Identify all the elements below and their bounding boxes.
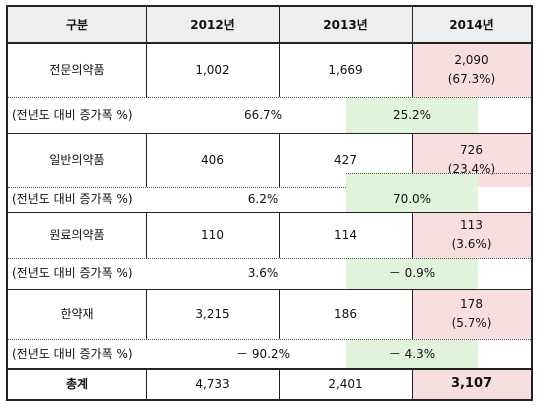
- col-divider: [146, 212, 147, 258]
- value-2014-cell: 2,090 (67.3%): [412, 43, 531, 97]
- row-divider: [8, 97, 531, 98]
- value-2012: 3,215: [195, 306, 230, 321]
- header-2014: 2014년: [412, 7, 531, 43]
- row-divider: [346, 173, 531, 174]
- data-table: 구분 2012년 2013년 2014년 전문의약품 1,002 1,669 2…: [6, 5, 533, 401]
- value-2012: 1,002: [195, 62, 230, 77]
- row-divider: [8, 258, 531, 259]
- total-2012: 4,733: [195, 376, 230, 391]
- growth-2013: 66.7%: [243, 107, 283, 122]
- growth-label: (전년도 대비 증가폭 %): [12, 266, 133, 281]
- total-label: 총계: [65, 376, 89, 391]
- row-divider: [8, 133, 531, 134]
- col-divider: [412, 7, 413, 97]
- value-2014: 2,090: [454, 53, 489, 68]
- col-divider: [279, 369, 280, 399]
- col-divider: [146, 133, 147, 187]
- value-2014-cell: 113 (3.6%): [412, 212, 531, 258]
- share-2014: (5.7%): [451, 316, 492, 330]
- value-2014: 178: [460, 297, 483, 312]
- value-2012: 406: [201, 152, 224, 167]
- col-divider: [146, 7, 147, 97]
- share-2014: (23.4%): [447, 162, 496, 176]
- row-divider: [8, 187, 346, 188]
- col-divider: [146, 289, 147, 339]
- growth-2014: 25.2%: [346, 97, 478, 133]
- col-divider: [279, 7, 280, 97]
- share-2014: (67.3%): [447, 72, 496, 86]
- col-divider: [279, 133, 280, 187]
- value-2013: 114: [334, 227, 357, 242]
- value-2012: 110: [201, 227, 224, 242]
- growth-2014: 70.0%: [346, 173, 478, 212]
- row-label-raw-material: 원료의약품: [49, 227, 105, 242]
- value-2014: 726: [460, 143, 483, 158]
- share-2014: (3.6%): [451, 237, 492, 251]
- row-label-otc: 일반의약품: [49, 152, 105, 167]
- row-label-prescription: 전문의약품: [49, 62, 105, 77]
- value-2013: 1,669: [328, 62, 363, 77]
- value-2014: 113: [460, 218, 483, 233]
- value-2014-cell: 178 (5.7%): [412, 289, 531, 339]
- col-divider: [412, 289, 413, 339]
- total-2013: 2,401: [328, 376, 363, 391]
- growth-2013: 6.2%: [247, 192, 279, 207]
- growth-2013: 3.6%: [247, 266, 279, 281]
- growth-2014: － 4.3%: [346, 339, 478, 369]
- row-label-herbal: 한약재: [60, 306, 94, 321]
- row-divider: [8, 42, 531, 44]
- header-2013: 2013년: [279, 7, 412, 43]
- col-divider: [412, 369, 413, 399]
- col-divider: [412, 212, 413, 258]
- value-2013: 427: [334, 152, 357, 167]
- growth-label: (전년도 대비 증가폭 %): [12, 107, 133, 122]
- col-divider: [412, 133, 413, 173]
- row-divider: [8, 368, 531, 370]
- growth-label: (전년도 대비 증가폭 %): [12, 192, 133, 207]
- total-2014: 3,107: [412, 369, 531, 399]
- header-category: 구분: [8, 7, 146, 43]
- col-divider: [279, 212, 280, 258]
- header-2012: 2012년: [146, 7, 279, 43]
- row-divider: [8, 212, 531, 213]
- value-2013: 186: [334, 306, 357, 321]
- growth-2014: － 0.9%: [346, 258, 478, 289]
- row-divider: [8, 289, 531, 290]
- row-divider: [8, 339, 531, 340]
- col-divider: [279, 289, 280, 339]
- growth-label: (전년도 대비 증가폭 %): [12, 346, 133, 361]
- growth-2013: － 90.2%: [236, 346, 290, 361]
- col-divider: [146, 369, 147, 399]
